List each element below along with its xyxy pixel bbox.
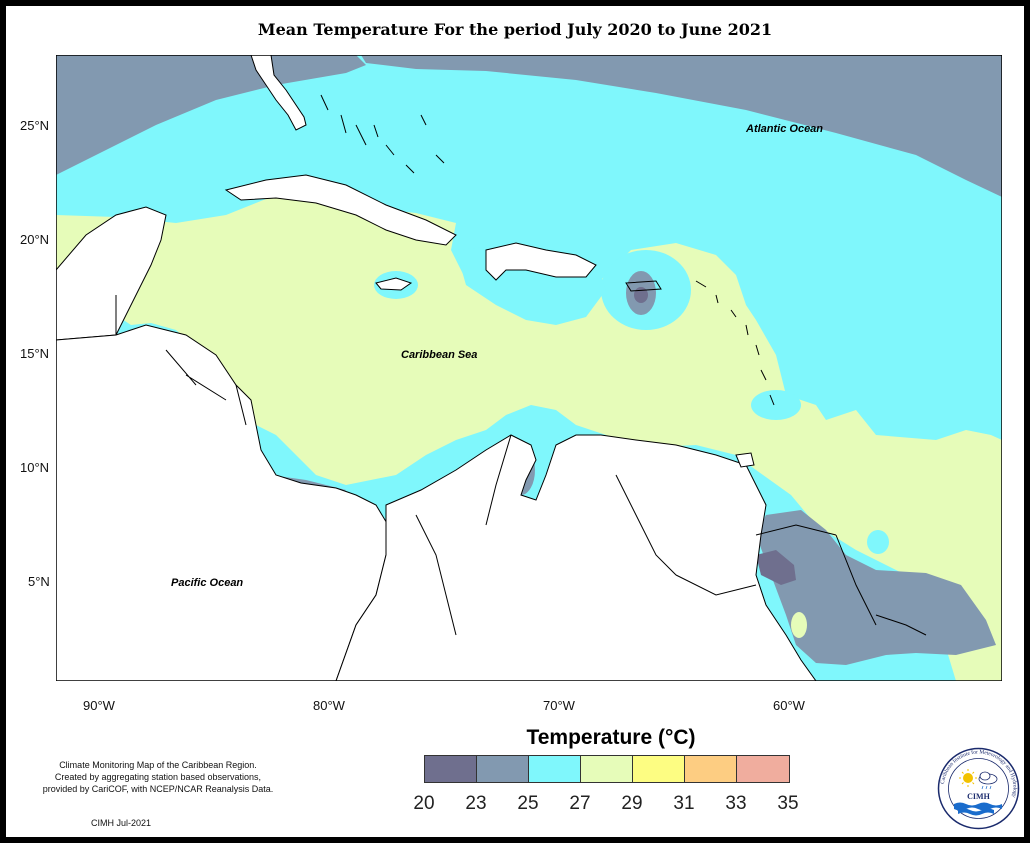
credit-line-3: provided by CariCOF, with NCEP/NCAR Rean… bbox=[42, 784, 274, 794]
legend-tick: 27 bbox=[569, 793, 591, 814]
sun-icon bbox=[959, 769, 977, 787]
label-pacific-ocean: Pacific Ocean bbox=[171, 577, 243, 589]
land-cuba bbox=[224, 174, 457, 246]
legend-tick: 25 bbox=[517, 793, 539, 814]
figure-frame: Mean Temperature For the period July 202… bbox=[5, 5, 1025, 838]
legend-swatch bbox=[633, 756, 685, 782]
lat-tick-25n: 25°N bbox=[20, 118, 50, 133]
temperature-map: Atlantic Ocean Caribbean Sea Pacific Oce… bbox=[56, 55, 1002, 681]
logo-abbr: CIMH bbox=[967, 792, 990, 801]
zone-23-25-north-west bbox=[56, 55, 366, 175]
legend-swatch bbox=[737, 756, 789, 782]
cimh-logo: Caribbean Institute for Meteorology and … bbox=[937, 747, 1020, 830]
lon-tick-80w: 80°W bbox=[313, 698, 345, 713]
legend-tick: 20 bbox=[413, 793, 435, 814]
zone-23-25-guianas bbox=[756, 510, 996, 665]
zone-25-27-east-blob bbox=[751, 390, 801, 420]
credit-date: CIMH Jul-2021 bbox=[91, 818, 152, 828]
label-caribbean-sea: Caribbean Sea bbox=[401, 349, 477, 361]
lon-tick-70w: 70°W bbox=[543, 698, 575, 713]
land-florida bbox=[250, 55, 307, 131]
credit-text: Climate Monitoring Map of the Caribbean … bbox=[28, 759, 288, 795]
lon-tick-90w: 90°W bbox=[83, 698, 115, 713]
legend-swatch bbox=[477, 756, 529, 782]
legend-swatch bbox=[425, 756, 477, 782]
legend-swatch bbox=[581, 756, 633, 782]
label-atlantic-ocean: Atlantic Ocean bbox=[745, 123, 823, 135]
zone-23-25-north-east bbox=[361, 55, 1002, 197]
lat-tick-10n: 10°N bbox=[20, 460, 50, 475]
lat-tick-15n: 15°N bbox=[20, 346, 50, 361]
legend-colorbar bbox=[424, 755, 790, 783]
lat-tick-5n: 5°N bbox=[28, 574, 50, 589]
land-lesser-antilles bbox=[695, 280, 775, 406]
zone-27-29-guyana-blob bbox=[791, 612, 807, 638]
legend-title: Temperature (°C) bbox=[526, 726, 696, 749]
border-lines bbox=[115, 295, 927, 636]
land-puerto-rico bbox=[625, 280, 662, 292]
zone-20-23-puerto-rico bbox=[634, 287, 648, 303]
credit-line-2: Created by aggregating station based obs… bbox=[54, 772, 262, 782]
legend-tick: 31 bbox=[673, 793, 695, 814]
zone-20-23-guyana bbox=[756, 550, 796, 585]
legend-tick: 33 bbox=[725, 793, 747, 814]
land-hispaniola bbox=[485, 242, 597, 281]
map-title: Mean Temperature For the period July 202… bbox=[257, 20, 773, 39]
legend-tick: 29 bbox=[621, 793, 643, 814]
land-south-america bbox=[335, 434, 817, 681]
lon-tick-60w: 60°W bbox=[773, 698, 805, 713]
legend-swatch bbox=[529, 756, 581, 782]
land-jamaica bbox=[375, 277, 413, 291]
credit-line-1: Climate Monitoring Map of the Caribbean … bbox=[59, 760, 257, 770]
lat-tick-20n: 20°N bbox=[20, 232, 50, 247]
zone-27-29-caribbean bbox=[56, 195, 1002, 681]
cloud-icon bbox=[978, 771, 998, 790]
land-trinidad bbox=[735, 452, 755, 468]
legend-tick-labels: 20 23 25 27 29 31 33 35 bbox=[399, 793, 819, 817]
zone-25-27-guyana-blob bbox=[867, 530, 889, 554]
legend-tick: 35 bbox=[777, 793, 799, 814]
legend-tick: 23 bbox=[465, 793, 487, 814]
legend-swatch bbox=[685, 756, 737, 782]
waves-icon bbox=[954, 802, 1002, 816]
land-bahamas bbox=[320, 94, 445, 174]
